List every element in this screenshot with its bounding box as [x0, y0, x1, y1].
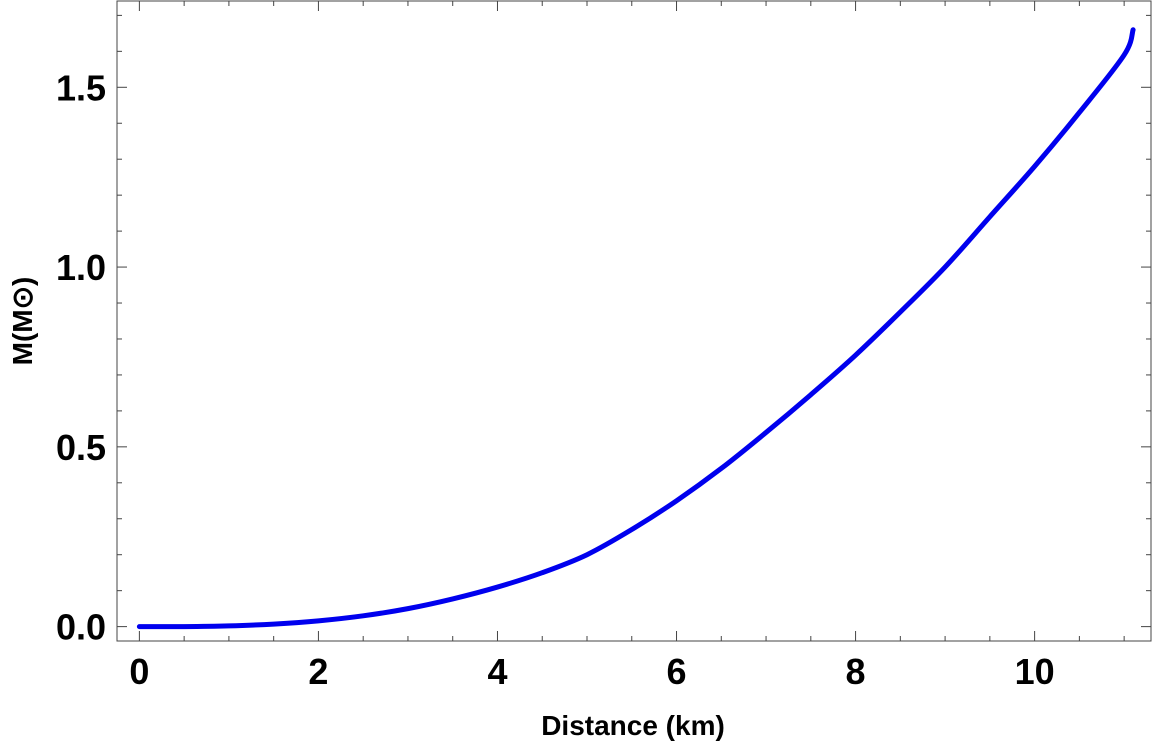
series-group — [136, 27, 1136, 630]
x-tick-label: 2 — [308, 651, 328, 692]
x-tick-label: 6 — [667, 651, 687, 692]
y-tick-label: 1.0 — [56, 247, 106, 288]
y-tick-label: 1.5 — [56, 67, 106, 108]
axis-ticks — [117, 1, 1151, 641]
plot-frame — [116, 0, 1152, 642]
x-tick-label: 0 — [129, 651, 149, 692]
x-tick-label: 10 — [1015, 651, 1055, 692]
y-axis-label: M(M⊙) — [7, 277, 38, 366]
axis-tick-labels: 0 2 4 6 8 10 0.0 0.5 1.0 1.5 — [56, 67, 1055, 692]
mass-series-line — [136, 27, 1136, 630]
y-tick-label: 0.0 — [56, 607, 106, 648]
x-tick-label: 4 — [487, 651, 507, 692]
y-tick-label: 0.5 — [56, 427, 106, 468]
x-tick-label: 8 — [846, 651, 866, 692]
x-axis-label: Distance (km) — [541, 710, 725, 741]
